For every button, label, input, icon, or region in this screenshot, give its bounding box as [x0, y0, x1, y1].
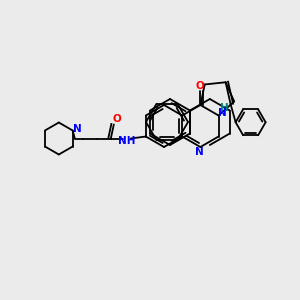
Text: O: O	[196, 81, 205, 91]
Text: N: N	[195, 147, 204, 157]
Text: O: O	[112, 115, 121, 124]
Text: NH: NH	[118, 136, 136, 146]
Text: N: N	[218, 109, 227, 118]
Text: H: H	[220, 103, 229, 113]
Text: N: N	[73, 124, 82, 134]
